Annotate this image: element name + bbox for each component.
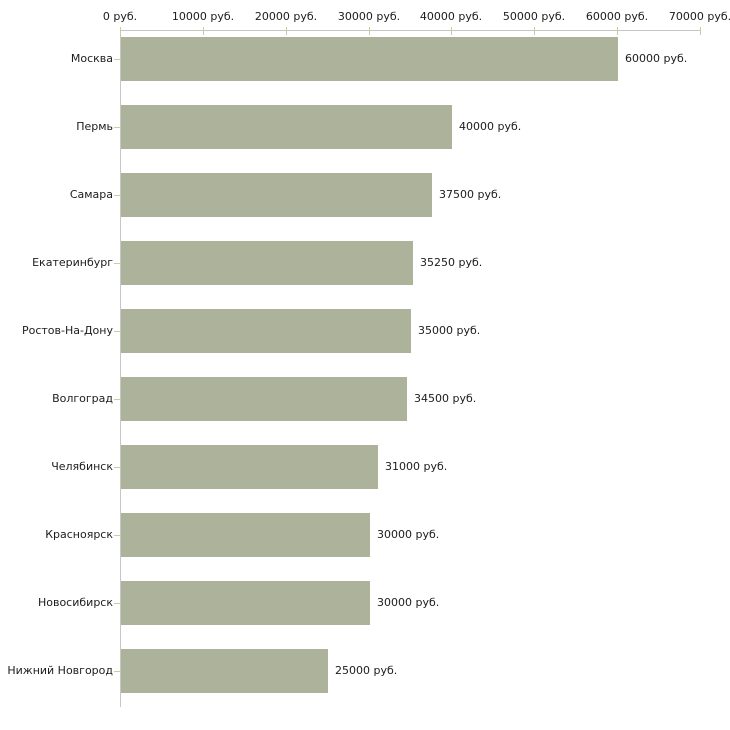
y-axis-tick-mark [114,59,121,60]
y-axis-tick-mark [114,603,121,604]
x-axis-tick-mark [120,27,121,35]
x-axis-tick-label: 20000 руб. [254,10,318,23]
x-axis-tick-label: 40000 руб. [419,10,483,23]
x-axis-tick-label: 60000 руб. [585,10,649,23]
value-label: 31000 руб. [385,460,448,473]
y-axis-tick-mark [114,127,121,128]
bar-1 [121,37,618,81]
y-axis-tick-mark [114,195,121,196]
x-axis-tick-mark [534,27,535,35]
bar-10 [121,649,328,693]
y-axis-tick-mark [114,331,121,332]
x-axis-tick-mark [451,27,452,35]
x-axis-tick-label: 10000 руб. [171,10,235,23]
bar-9 [121,581,370,625]
x-axis-tick-label: 50000 руб. [502,10,566,23]
bar-4 [121,241,413,285]
x-axis-tick-mark [617,27,618,35]
value-label: 35250 руб. [420,256,483,269]
category-label: Нижний Новгород [7,664,113,677]
x-axis-tick-mark [369,27,370,35]
category-label: Челябинск [51,460,113,473]
value-label: 37500 руб. [439,188,502,201]
value-label: 25000 руб. [335,664,398,677]
x-axis-tick-mark [203,27,204,35]
y-axis-tick-mark [114,671,121,672]
category-label: Красноярск [45,528,113,541]
value-label: 60000 руб. [625,52,688,65]
value-label: 34500 руб. [414,392,477,405]
x-axis-tick-mark [286,27,287,35]
value-label: 40000 руб. [459,120,522,133]
bar-3 [121,173,432,217]
category-label: Самара [69,188,113,201]
y-axis-tick-mark [114,535,121,536]
category-label: Ростов-На-Дону [21,324,113,337]
value-label: 35000 руб. [418,324,481,337]
category-label: Екатеринбург [32,256,113,269]
category-label: Москва [70,52,113,65]
bar-2 [121,105,452,149]
bar-8 [121,513,370,557]
x-axis-tick-label: 30000 руб. [337,10,401,23]
value-label: 30000 руб. [377,528,440,541]
bar-5 [121,309,411,353]
bar-7 [121,445,378,489]
category-label: Волгоград [52,392,113,405]
value-label: 30000 руб. [377,596,440,609]
x-axis-line [120,30,701,31]
category-label: Пермь [76,120,113,133]
y-axis-tick-mark [114,399,121,400]
category-label: Новосибирск [37,596,113,609]
y-axis-tick-mark [114,467,121,468]
x-axis-tick-label: 0 руб. [102,10,138,23]
y-axis-tick-mark [114,263,121,264]
y-axis-line [120,30,121,707]
x-axis-tick-label: 70000 руб. [668,10,730,23]
bar-6 [121,377,407,421]
x-axis-tick-mark [700,27,701,35]
